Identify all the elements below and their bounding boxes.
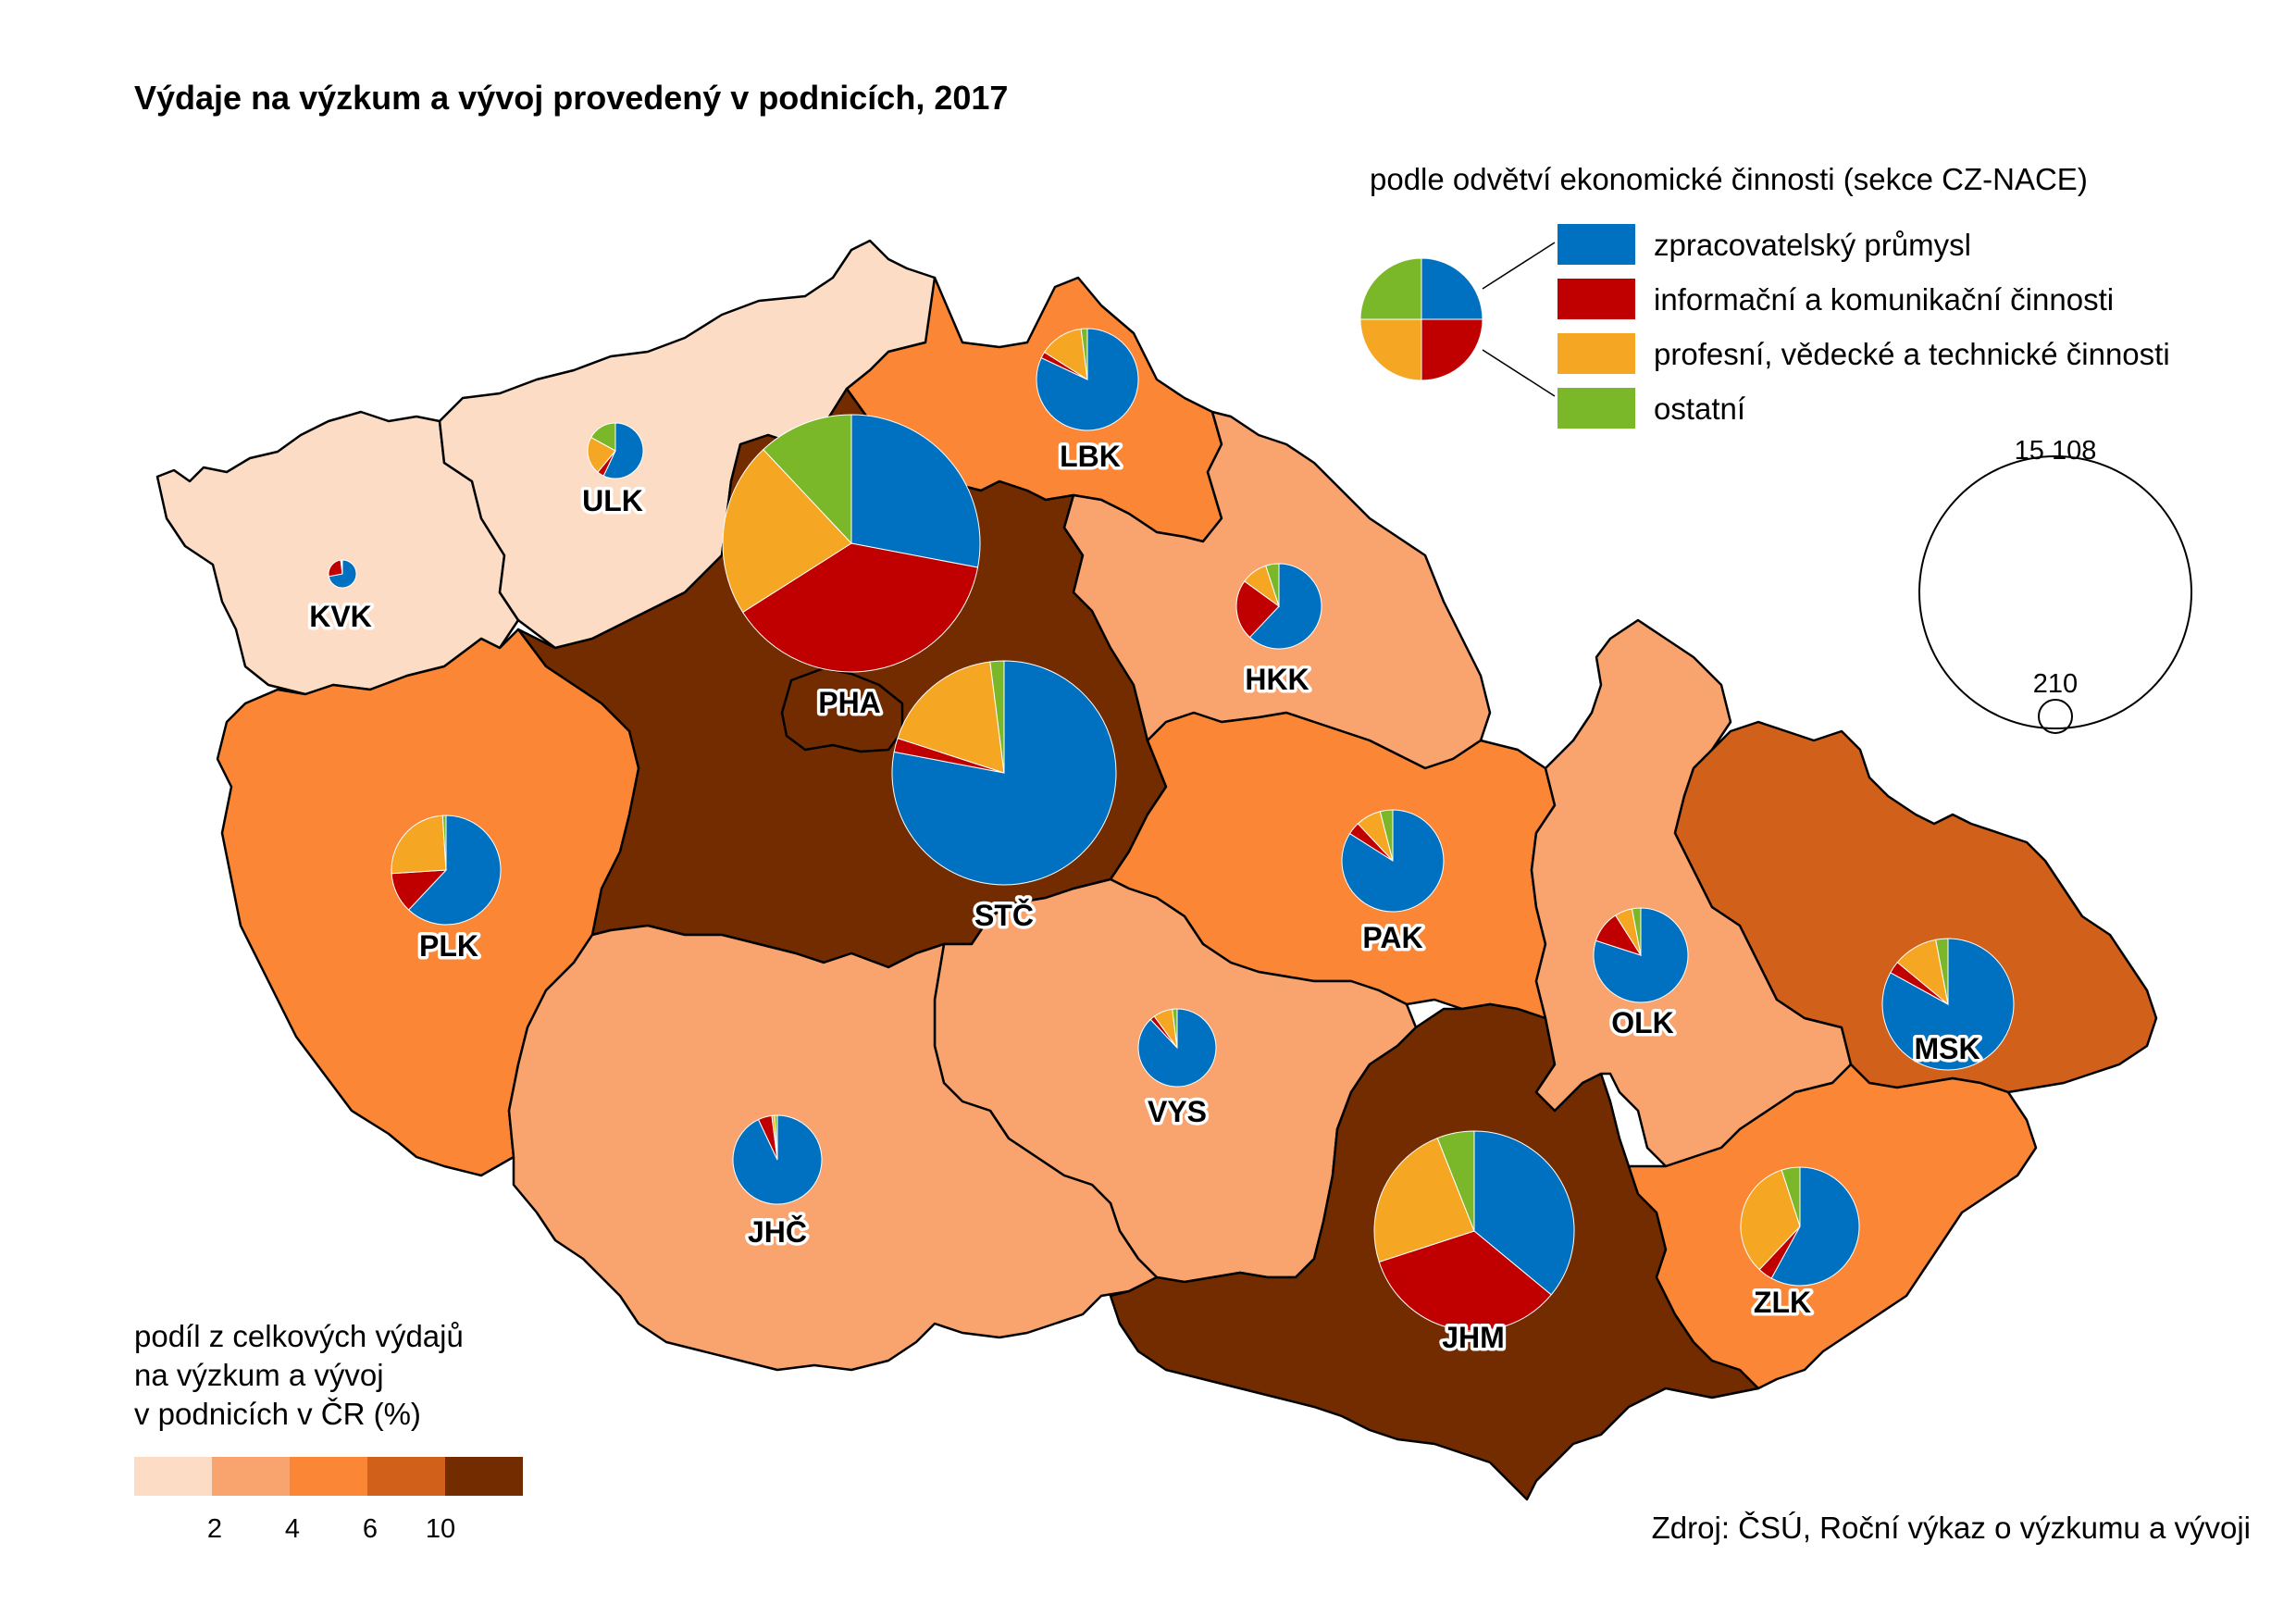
pie-HKK-slice-ikt <box>1235 580 1280 639</box>
pie-STČ-slice-prof <box>897 661 1005 774</box>
pie-LBK-slice-ost <box>1080 328 1088 380</box>
pie-STČ-slice-ost <box>989 660 1005 774</box>
label-JHM: JHM <box>1442 1321 1505 1354</box>
pie-HKK-slice-ost <box>1265 563 1280 607</box>
pie-JHM-slice-zpr <box>1473 1130 1575 1296</box>
legend-size-max-circle <box>1918 455 2192 729</box>
pie-OLK-slice-ost <box>1631 907 1642 956</box>
pie-JHČ-slice-ost <box>774 1114 778 1161</box>
pie-STČ <box>891 660 1117 886</box>
pie-LBK <box>1036 328 1139 431</box>
pie-ZLK-slice-prof <box>1740 1169 1801 1271</box>
legend-pie <box>1359 257 1483 381</box>
pie-ZLK-slice-zpr <box>1770 1166 1860 1287</box>
pie-PLK <box>391 815 502 926</box>
legend-swatch-ostatni <box>1558 388 1635 429</box>
source-note: Zdroj: ČSÚ, Roční výkaz o výzkumu a vývo… <box>1652 1511 2251 1545</box>
region-JHC <box>507 924 1159 1372</box>
pie-ULK-slice-ost <box>590 422 616 452</box>
pie-PHA-slice-zpr <box>850 414 981 568</box>
legend-tick-2: 2 <box>207 1514 222 1544</box>
label-VYS: VYS <box>1148 1095 1207 1128</box>
legend-label-profesni: profesní, vědecké a technické činnosti <box>1654 337 2170 371</box>
legend-connector-bottom <box>1482 349 1556 397</box>
pie-VYS <box>1137 1008 1217 1088</box>
pie-HKK <box>1235 563 1322 650</box>
pie-ULK-slice-zpr <box>602 422 644 479</box>
legend-pie-chart <box>1359 257 1483 381</box>
label-PLK: PLK <box>419 929 478 963</box>
legend-size-max-label: 15 108 <box>2015 436 2097 466</box>
pie-ZLK-slice-ost <box>1781 1166 1801 1227</box>
pie-PLK-slice-ost <box>441 815 447 871</box>
pie-VYS-slice-ost <box>1172 1008 1178 1049</box>
pie-PLK-slice-prof <box>391 815 447 875</box>
legend-label-ikt: informační a komunikační činnosti <box>1654 282 2114 317</box>
pie-KVK-slice-ost <box>341 559 343 575</box>
pie-JHČ <box>732 1114 823 1205</box>
legend-sectors-title: podle odvětví ekonomické činnosti (sekce… <box>1370 162 2088 196</box>
legend-pie-chart-slice-ikt <box>1421 318 1483 381</box>
legend-label-ostatni: ostatní <box>1654 392 1745 426</box>
legend-size-min-label: 210 <box>2033 669 2078 699</box>
legend-choropleth-title-line-1: podíl z celkových výdajů <box>134 1319 464 1353</box>
legend-class-1 <box>134 1457 212 1496</box>
pie-PHA-slice-prof <box>722 448 852 614</box>
region-MSK <box>1673 720 2158 1094</box>
label-PHA: PHA <box>818 686 881 719</box>
pie-ULK <box>587 422 644 479</box>
label-STC: STČ <box>974 899 1034 932</box>
label-KVK: KVK <box>309 600 372 633</box>
legend-tick-10: 10 <box>426 1514 455 1544</box>
pie-JHM <box>1373 1130 1575 1332</box>
label-MSK: MSK <box>1914 1032 1980 1065</box>
region-PHA <box>780 666 904 753</box>
legend-tick-6: 6 <box>363 1514 378 1544</box>
pie-PAK <box>1341 809 1445 913</box>
legend-pie-chart-slice-prof <box>1359 318 1422 381</box>
legend-sectors: podle odvětví ekonomické činnosti (sekce… <box>1359 162 2170 429</box>
legend-swatch-ikt <box>1558 279 1635 319</box>
legend-swatch-zpracovatelsky <box>1558 224 1635 265</box>
pie-PLK-slice-zpr <box>407 815 502 926</box>
label-JHC: JHČ <box>748 1215 807 1249</box>
pie-JHM-slice-ikt <box>1378 1230 1552 1332</box>
legend-pie-chart-slice-zpr <box>1421 257 1483 320</box>
label-ULK: ULK <box>582 484 643 517</box>
pie-HKK-slice-zpr <box>1248 563 1322 650</box>
legend-label-zpracovatelsky: zpracovatelský průmysl <box>1654 228 1971 262</box>
legend-choropleth-title-line-3: v podnicích v ČR (%) <box>134 1397 421 1431</box>
legend-class-5 <box>445 1457 523 1496</box>
legend-pie-chart-slice-ost <box>1359 257 1422 320</box>
pie-PHA-slice-ost <box>763 414 852 545</box>
pie-PAK-slice-ost <box>1379 809 1394 862</box>
pie-PHA <box>722 414 981 673</box>
legend-class-2 <box>212 1457 290 1496</box>
pie-KVK <box>328 559 357 589</box>
label-PAK: PAK <box>1362 921 1422 954</box>
legend-swatch-profesni <box>1558 333 1635 374</box>
label-HKK: HKK <box>1245 663 1309 696</box>
legend-size-min-circle <box>2038 699 2073 734</box>
pie-OLK <box>1593 907 1689 1003</box>
legend-choropleth-title-line-2: na výzkum a vývoj <box>134 1358 384 1392</box>
pie-JHM-slice-ost <box>1436 1130 1475 1232</box>
pie-MSK-slice-ost <box>1935 938 1949 1005</box>
label-OLK: OLK <box>1611 1006 1674 1039</box>
legend-tick-4: 4 <box>285 1514 300 1544</box>
label-LBK: LBK <box>1060 440 1121 473</box>
pie-charts-layer <box>328 328 2015 1332</box>
legend-size: 15 108 210 <box>1918 436 2192 734</box>
legend-choropleth: podíl z celkových výdajů na výzkum a výv… <box>134 1319 523 1544</box>
legend-connector-top <box>1482 242 1556 290</box>
pie-ULK-slice-prof <box>587 436 616 473</box>
pie-ZLK <box>1740 1166 1860 1287</box>
region-labels: KVK ULK LBK PHA STČ HKK PLK PAK VYS JHČ … <box>306 437 1983 1358</box>
map-title: Výdaje na výzkum a vývoj provedený v pod… <box>134 79 1008 117</box>
legend-class-3 <box>290 1457 367 1496</box>
legend-class-4 <box>367 1457 445 1496</box>
pie-MSK <box>1881 938 2015 1071</box>
label-ZLK: ZLK <box>1754 1286 1811 1319</box>
